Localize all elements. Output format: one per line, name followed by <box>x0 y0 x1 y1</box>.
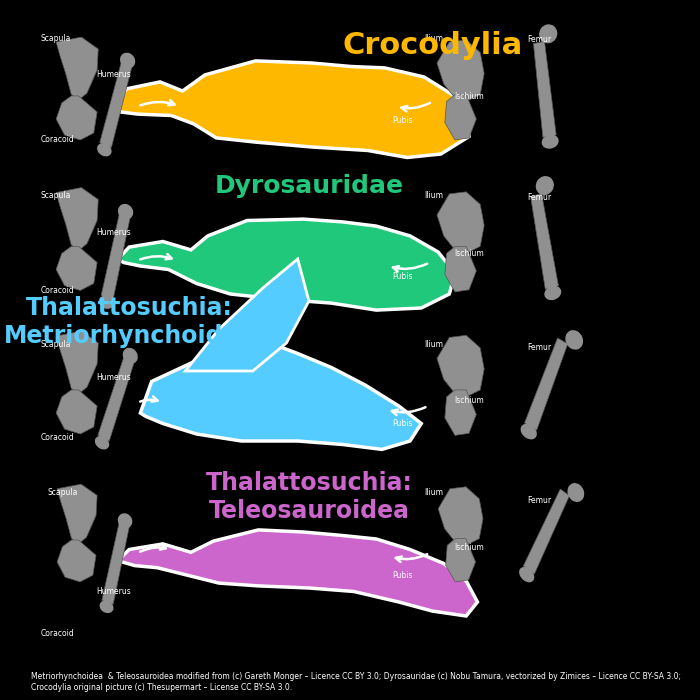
Polygon shape <box>437 192 484 253</box>
Text: Ilium: Ilium <box>424 192 443 200</box>
Text: Scapula: Scapula <box>48 489 78 497</box>
Polygon shape <box>531 194 559 289</box>
Text: Scapula: Scapula <box>41 34 71 43</box>
Text: Thalattosuchia:
Metriorhynchoidea: Thalattosuchia: Metriorhynchoidea <box>4 296 255 348</box>
Text: Metriorhynchoidea  & Teleosauroidea modified from (c) Gareth Monger – Licence CC: Metriorhynchoidea & Teleosauroidea modif… <box>31 672 681 692</box>
Polygon shape <box>115 61 469 158</box>
Text: Ilium: Ilium <box>424 340 443 349</box>
Polygon shape <box>98 358 134 441</box>
Ellipse shape <box>545 286 561 300</box>
Text: Femur: Femur <box>527 344 551 352</box>
Text: Ischium: Ischium <box>454 92 484 101</box>
Text: Coracoid: Coracoid <box>41 136 74 144</box>
Polygon shape <box>57 540 96 582</box>
Polygon shape <box>186 259 309 371</box>
Ellipse shape <box>520 568 533 582</box>
Ellipse shape <box>568 484 584 501</box>
Ellipse shape <box>120 53 134 68</box>
Text: Humerus: Humerus <box>97 587 132 596</box>
Text: Pubis: Pubis <box>392 419 412 428</box>
Ellipse shape <box>123 349 137 363</box>
Polygon shape <box>533 41 556 137</box>
Ellipse shape <box>118 514 132 528</box>
Polygon shape <box>56 246 97 290</box>
Polygon shape <box>438 486 483 545</box>
Text: Scapula: Scapula <box>41 192 71 200</box>
Polygon shape <box>445 246 476 292</box>
Ellipse shape <box>100 601 113 612</box>
Ellipse shape <box>99 297 113 308</box>
Text: Coracoid: Coracoid <box>41 433 74 442</box>
Polygon shape <box>445 390 476 435</box>
Text: Pubis: Pubis <box>392 116 412 125</box>
Polygon shape <box>56 188 98 251</box>
Polygon shape <box>57 484 97 544</box>
Ellipse shape <box>98 144 111 155</box>
Text: Pubis: Pubis <box>392 571 412 580</box>
Text: Humerus: Humerus <box>97 71 132 79</box>
Polygon shape <box>99 63 132 148</box>
Text: Femur: Femur <box>527 193 551 202</box>
Polygon shape <box>101 215 130 300</box>
Polygon shape <box>102 524 130 604</box>
Text: Pubis: Pubis <box>392 272 412 281</box>
Polygon shape <box>524 338 568 430</box>
Polygon shape <box>56 390 97 434</box>
Polygon shape <box>141 343 421 449</box>
Polygon shape <box>437 335 484 397</box>
Polygon shape <box>437 40 484 102</box>
Polygon shape <box>118 219 455 310</box>
Ellipse shape <box>542 135 558 148</box>
Polygon shape <box>118 530 477 616</box>
Text: Ilium: Ilium <box>424 34 443 43</box>
Text: Ischium: Ischium <box>454 396 484 405</box>
Ellipse shape <box>540 25 557 43</box>
Text: Humerus: Humerus <box>97 374 132 382</box>
Text: Coracoid: Coracoid <box>41 629 74 638</box>
Ellipse shape <box>96 437 108 449</box>
Text: Femur: Femur <box>527 496 551 505</box>
Text: Humerus: Humerus <box>97 228 132 237</box>
Text: Scapula: Scapula <box>41 340 71 349</box>
Text: Coracoid: Coracoid <box>41 286 74 295</box>
Ellipse shape <box>566 331 582 349</box>
Text: Ilium: Ilium <box>424 489 443 497</box>
Polygon shape <box>446 539 475 582</box>
Text: Thalattosuchia:
Teleosauroidea: Thalattosuchia: Teleosauroidea <box>206 471 412 523</box>
Text: Crocodylia: Crocodylia <box>342 31 523 60</box>
Polygon shape <box>445 94 476 140</box>
Ellipse shape <box>536 176 553 195</box>
Text: Femur: Femur <box>527 36 551 44</box>
Text: Ischium: Ischium <box>454 543 484 552</box>
Polygon shape <box>56 331 98 394</box>
Polygon shape <box>56 96 97 140</box>
Text: Ischium: Ischium <box>454 249 484 258</box>
Text: Dyrosauridae: Dyrosauridae <box>214 174 403 197</box>
Polygon shape <box>524 489 570 574</box>
Ellipse shape <box>118 204 132 219</box>
Ellipse shape <box>522 425 536 439</box>
Polygon shape <box>56 37 98 100</box>
